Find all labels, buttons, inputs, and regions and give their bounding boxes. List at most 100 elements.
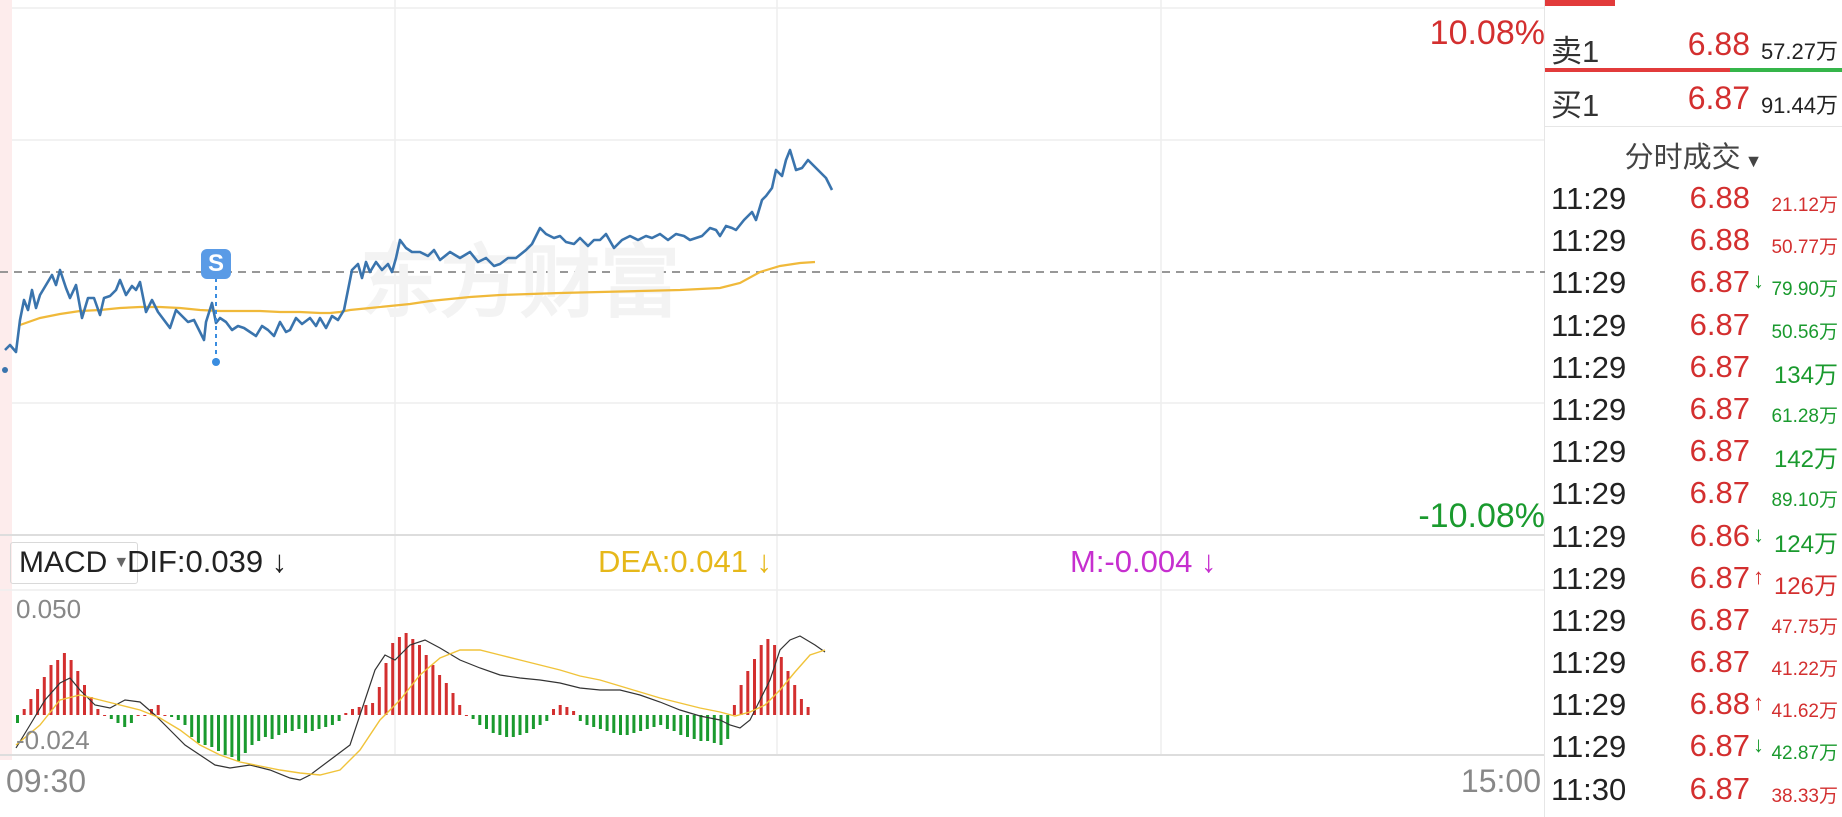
macd-bar <box>196 715 200 743</box>
macd-bar <box>210 715 214 747</box>
panel-separator <box>1545 126 1842 127</box>
sell-price: 6.88 <box>1687 26 1750 62</box>
trade-time: 11:29 <box>1551 307 1627 343</box>
macd-bar <box>351 709 354 715</box>
macd-bar <box>129 715 133 723</box>
macd-bar <box>250 715 254 745</box>
macd-bar <box>317 715 321 729</box>
trade-row: 11:29 6.87 50.56万 <box>1545 305 1842 347</box>
macd-bar <box>498 715 502 735</box>
macd-bar <box>746 671 750 715</box>
trade-time: 11:29 <box>1551 602 1627 638</box>
chart-canvas: 东方财富 <box>0 0 1545 817</box>
active-tab-indicator <box>1545 0 1615 6</box>
trade-volume: 89.10万 <box>1771 490 1838 512</box>
macd-bar <box>89 697 93 715</box>
trade-time: 11:29 <box>1551 518 1627 554</box>
arrow-down-icon: ↓ <box>1753 268 1764 294</box>
trade-price: 6.88 <box>1689 686 1750 722</box>
dea-line <box>15 649 826 776</box>
trades-dropdown[interactable]: 分时成交 ▼ <box>1545 134 1842 176</box>
macd-bar <box>109 715 113 719</box>
trade-time: 11:29 <box>1551 687 1627 723</box>
macd-bar <box>297 715 301 729</box>
macd-bar <box>96 709 100 715</box>
trade-price: 6.87 <box>1689 559 1750 595</box>
arrow-up-icon: ↑ <box>1753 690 1764 716</box>
macd-bar <box>217 715 220 751</box>
dif-line <box>15 635 826 781</box>
macd-bar <box>632 715 636 733</box>
trade-volume: 21.12万 <box>1771 195 1838 216</box>
trade-time: 11:29 <box>1551 265 1627 301</box>
trade-price: 6.87 <box>1689 475 1750 511</box>
trade-price: 6.86 <box>1689 517 1750 553</box>
indicator-select[interactable]: MACD ▼ <box>10 542 139 584</box>
macd-bar <box>759 645 763 715</box>
trade-time: 11:29 <box>1551 645 1627 681</box>
macd-bar <box>806 707 810 715</box>
arrow-down-icon: ↓ <box>1753 521 1764 547</box>
macd-bar <box>625 715 629 735</box>
macd-bar <box>364 705 368 715</box>
macd-bar <box>511 715 515 737</box>
trade-price: 6.87 <box>1689 348 1750 384</box>
order-book-buy-row: 买1 6.87 91.44万 <box>1545 80 1842 123</box>
macd-bar <box>377 687 381 715</box>
buy-price: 6.87 <box>1687 80 1750 116</box>
s-marker-badge[interactable]: S <box>201 249 231 279</box>
trade-row: 11:29 6.87 142万 <box>1545 431 1842 473</box>
macd-bar <box>290 715 294 731</box>
macd-bar <box>518 715 522 735</box>
macd-bar <box>183 715 187 725</box>
macd-bar <box>277 715 281 735</box>
avg-price-line <box>19 260 816 327</box>
macd-bar <box>384 663 388 715</box>
marker-dot <box>212 358 220 366</box>
macd-axis-min: -0.024 <box>16 725 90 755</box>
intraday-chart[interactable]: 东方财富 10.08% -10.08% S MACD ▼ DIF:0.039 ↓… <box>0 0 1545 817</box>
trade-time: 11:29 <box>1551 434 1627 470</box>
trade-volume: 61.28万 <box>1771 405 1838 427</box>
macd-bar <box>324 715 328 727</box>
trade-row: 11:29 6.87 41.22万 <box>1545 642 1842 684</box>
trade-volume: 124万 <box>1773 530 1838 558</box>
macd-bar <box>639 715 643 731</box>
macd-bar <box>605 715 609 731</box>
trade-row: 11:29 6.87 47.75万 <box>1545 600 1842 642</box>
macd-bar <box>36 689 40 715</box>
macd-bar <box>491 715 495 733</box>
trade-volume: 47.75万 <box>1771 616 1838 638</box>
macd-bar <box>170 715 174 717</box>
trade-volume: 50.77万 <box>1771 237 1838 259</box>
time-axis-end: 15:00 <box>1460 763 1541 799</box>
macd-bar <box>598 715 602 729</box>
macd-bar <box>619 715 622 735</box>
dea-value: DEA:0.041 ↓ <box>598 544 773 579</box>
macd-bar <box>330 715 334 725</box>
trade-volume: 134万 <box>1773 361 1838 389</box>
macd-bar <box>478 715 482 725</box>
dif-value: DIF:0.039 ↓ <box>127 544 288 579</box>
macd-bar <box>545 715 549 721</box>
trades-list[interactable]: 11:29 6.88 21.12万 11:29 6.88 50.77万 11:29 6.87 ↓… <box>1545 178 1842 811</box>
macd-bar <box>578 715 582 721</box>
macd-bar <box>431 665 435 715</box>
time-axis-start: 09:30 <box>6 763 87 799</box>
trade-price: 6.88 <box>1689 222 1750 258</box>
upper-limit-label: 10.08% <box>1429 14 1545 52</box>
macd-bar <box>565 707 569 715</box>
trade-row: 11:29 6.87 ↑ 126万 <box>1545 558 1842 600</box>
macd-bar <box>712 715 716 743</box>
macd-bar <box>739 685 743 715</box>
trade-volume: 126万 <box>1773 572 1838 600</box>
trade-price: 6.87 <box>1689 601 1750 637</box>
macd-bar <box>230 715 234 757</box>
left-strip <box>0 0 12 760</box>
trade-volume: 142万 <box>1773 446 1838 474</box>
macd-bar <box>652 715 656 727</box>
ratio-bar-buy <box>1730 68 1842 72</box>
m-value: M:-0.004 ↓ <box>1070 544 1217 579</box>
macd-bar <box>485 715 488 729</box>
macd-bar <box>699 715 703 741</box>
